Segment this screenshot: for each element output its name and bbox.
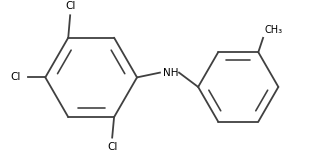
Text: CH₃: CH₃: [265, 25, 283, 35]
Text: Cl: Cl: [10, 72, 21, 82]
Text: Cl: Cl: [65, 2, 75, 12]
Text: Cl: Cl: [107, 142, 117, 152]
Text: NH: NH: [163, 68, 178, 78]
